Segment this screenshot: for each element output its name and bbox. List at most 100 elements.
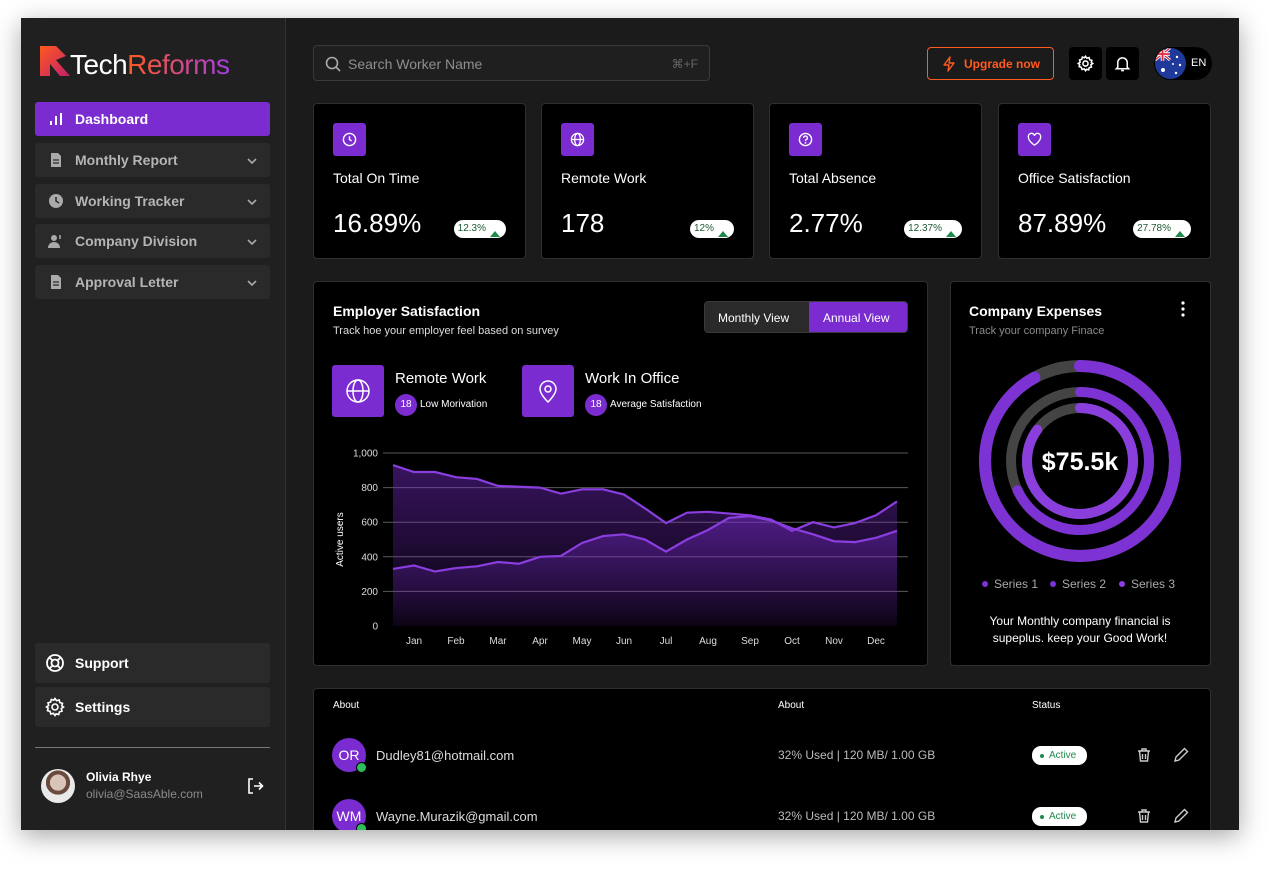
y-tick-label: 0 [372, 622, 378, 633]
support-button[interactable]: Support [35, 643, 270, 683]
online-dot [356, 762, 367, 773]
monthly-view-button[interactable]: Monthly View [705, 302, 809, 332]
stat-value: 87.89% [1018, 208, 1107, 238]
avatar [41, 769, 75, 803]
nav-item[interactable]: Company Division [35, 224, 270, 258]
x-tick-label: Nov [825, 636, 843, 647]
brand-first: Tech [70, 49, 128, 80]
view-toggle: Monthly View Annual View [704, 301, 908, 333]
metric-note: Low Morivation [420, 399, 488, 410]
status-dot [1040, 815, 1044, 819]
stat-icon-part [798, 132, 813, 147]
stat-change-badge: 12.3% [453, 220, 506, 238]
delete-icon[interactable] [1136, 747, 1152, 763]
status-badge: Active [1032, 746, 1087, 765]
stat-value: 178 [561, 208, 605, 238]
trend-up-icon-part [946, 231, 956, 237]
annual-view-button[interactable]: Annual View [809, 302, 907, 332]
trend-up-icon-part [1175, 231, 1185, 237]
edit-icon[interactable] [1173, 808, 1189, 824]
settings-button[interactable]: Settings [35, 687, 270, 727]
chevron-icon [246, 154, 258, 166]
charts: 0 200 400 600 800 1,000 Active users Jan Feb Mar A… [335, 360, 1181, 647]
status-label: Active [1049, 750, 1077, 761]
chevron-icon [246, 276, 258, 288]
stat-icon [342, 132, 357, 147]
expenses-note: Your Monthly company financial is supepl… [989, 614, 1171, 645]
y-axis-label: Active users [335, 512, 346, 566]
nav-icon [48, 111, 64, 127]
logout-icon[interactable] [246, 777, 264, 795]
x-tick-label: Feb [447, 636, 465, 647]
table-header: Status [1032, 700, 1061, 711]
more-icon[interactable] [1176, 300, 1190, 318]
stat-title: Total Absence [789, 170, 877, 186]
delete-icon[interactable] [1136, 808, 1152, 824]
settings-top-button[interactable] [1069, 47, 1102, 80]
trend-up-icon-part [490, 231, 500, 237]
status-badge: Active [1032, 807, 1087, 826]
brand-second: Reforms [127, 49, 230, 80]
nav-icon [48, 152, 64, 168]
stat-icon-part [342, 132, 357, 147]
stat-icon-part [342, 132, 357, 147]
nav-item[interactable]: Monthly Report [35, 143, 270, 177]
expenses-subtitle: Track your company Finace [969, 325, 1105, 337]
delete-icon-part [1138, 809, 1150, 823]
brand: TechReforms [70, 49, 230, 81]
stat-change: 27.78% [1137, 223, 1171, 234]
annual-view-label: Annual View [823, 311, 890, 325]
metric-icon-box [332, 365, 384, 417]
stat-icon-part [348, 136, 352, 142]
stat-icon-box [789, 123, 822, 156]
nav-label: Dashboard [75, 111, 149, 127]
nav-icon [48, 193, 64, 209]
delete-icon-part [1138, 748, 1150, 762]
metric-title: Remote Work [395, 370, 487, 387]
table-header: About [333, 700, 360, 711]
row-email: Wayne.Murazik@gmail.com [376, 809, 538, 824]
support-label: Support [75, 655, 129, 671]
nav-label: Working Tracker [75, 193, 185, 209]
nav-item[interactable]: Dashboard [35, 102, 270, 136]
logo-icon [40, 46, 70, 76]
language-switch[interactable]: EN [1154, 47, 1212, 80]
y-tick-label: 400 [361, 552, 378, 563]
series-line [392, 515, 898, 573]
stat-card: Total Absence 2.77% 12.37% [769, 103, 982, 259]
x-tick-label: Oct [784, 636, 800, 647]
user-email: olivia@SaasAble.com [86, 787, 203, 801]
nav-label: Company Division [75, 233, 198, 249]
trend-up-icon-part [1175, 231, 1185, 237]
chevron-icon-part [247, 239, 257, 246]
nav-icon-part [49, 194, 63, 208]
notification-button[interactable] [1106, 47, 1139, 80]
nav-item[interactable]: Working Tracker [35, 184, 270, 218]
nav-icon [48, 274, 64, 290]
trend-up-icon [946, 225, 956, 237]
divider [35, 747, 270, 748]
settings-label: Settings [75, 699, 131, 715]
nav-icon-part [48, 242, 60, 248]
nav-item[interactable]: Approval Letter [35, 265, 270, 299]
chevron-icon-part [247, 280, 257, 287]
status-label: Active [1049, 811, 1077, 822]
upgrade-button[interactable]: Upgrade now [927, 47, 1054, 80]
app: TechReforms Dashboard Monthly Report Worki… [21, 18, 1239, 830]
x-tick-label: Jan [406, 636, 422, 647]
search-box[interactable]: Search Worker Name ⌘+F [313, 45, 710, 81]
status-dot [1040, 754, 1044, 758]
stat-title: Office Satisfaction [1018, 170, 1131, 186]
y-tick-label: 600 [361, 518, 378, 529]
language-label: EN [1191, 57, 1207, 69]
stat-icon [570, 132, 585, 147]
edit-icon-part [1174, 808, 1189, 823]
nav-icon-part [53, 281, 59, 286]
series-line [392, 464, 898, 533]
search-shortcut: ⌘+F [671, 57, 698, 71]
trend-up-icon [1175, 225, 1185, 237]
edit-icon[interactable] [1173, 747, 1189, 763]
stat-change: 12.37% [908, 223, 942, 234]
x-tick-label: Sep [741, 636, 759, 647]
